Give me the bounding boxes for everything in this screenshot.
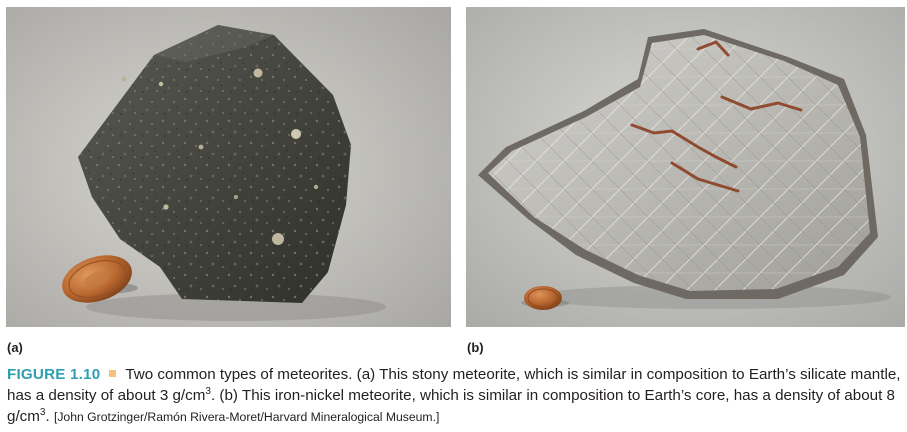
photo-stony-meteorite [6, 7, 451, 327]
iron-nickel-meteorite-image [466, 7, 905, 327]
figure-caption: FIGURE 1.10 Two common types of meteorite… [7, 364, 903, 428]
caption-text-part-2: . (b) This iron-nickel meteorite, which … [7, 387, 895, 425]
panel-label-a: (a) [7, 340, 23, 355]
caption-text-part-1: Two common types of meteorites. (a) This… [7, 366, 901, 404]
stony-meteorite-image [6, 7, 451, 327]
caption-text-part-3: . [45, 408, 50, 425]
caption-separator [109, 370, 117, 378]
panel-label-b: (b) [467, 340, 484, 355]
photo-iron-nickel-meteorite [466, 7, 905, 327]
superscript-cubed-1: 3 [205, 385, 211, 397]
superscript-cubed-2: 3 [39, 406, 46, 418]
figure-number: FIGURE 1.10 [7, 366, 101, 383]
photo-credit: [John Grotzinger/Ramón Rivera-Moret/Harv… [53, 410, 440, 424]
